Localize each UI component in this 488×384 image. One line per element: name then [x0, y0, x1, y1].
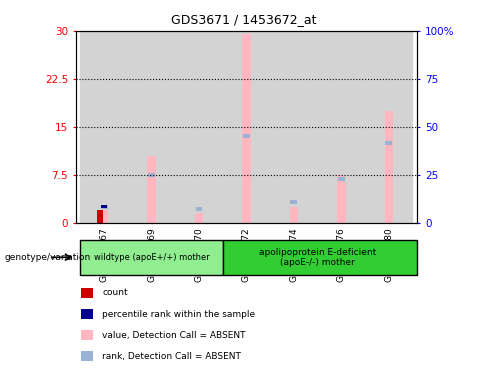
Bar — [289, 207, 298, 223]
Bar — [223, 31, 270, 223]
Bar — [195, 213, 203, 223]
Bar — [196, 207, 203, 210]
Bar — [338, 177, 345, 181]
Bar — [243, 134, 250, 138]
Bar — [337, 175, 346, 223]
Text: genotype/variation: genotype/variation — [5, 253, 91, 262]
Bar — [101, 205, 107, 209]
Text: wildtype (apoE+/+) mother: wildtype (apoE+/+) mother — [94, 253, 209, 262]
Bar — [97, 210, 103, 223]
Text: percentile rank within the sample: percentile rank within the sample — [102, 310, 256, 319]
Bar — [385, 111, 393, 223]
Bar — [223, 240, 417, 275]
Bar — [365, 31, 412, 223]
Bar — [81, 240, 223, 275]
Bar — [270, 31, 318, 223]
Text: rank, Detection Call = ABSENT: rank, Detection Call = ABSENT — [102, 352, 242, 361]
Bar — [81, 31, 128, 223]
Bar — [128, 31, 175, 223]
Bar — [148, 173, 155, 177]
Bar — [318, 31, 365, 223]
Text: count: count — [102, 288, 128, 298]
Bar — [101, 205, 107, 209]
Bar — [175, 31, 223, 223]
Text: value, Detection Call = ABSENT: value, Detection Call = ABSENT — [102, 331, 246, 340]
Bar — [242, 34, 251, 223]
Bar — [147, 156, 156, 223]
Text: GDS3671 / 1453672_at: GDS3671 / 1453672_at — [171, 13, 317, 26]
Bar — [386, 141, 392, 145]
Text: apolipoprotein E-deficient
(apoE-/-) mother: apolipoprotein E-deficient (apoE-/-) mot… — [259, 248, 376, 267]
Bar — [290, 200, 297, 204]
Bar — [100, 210, 108, 223]
